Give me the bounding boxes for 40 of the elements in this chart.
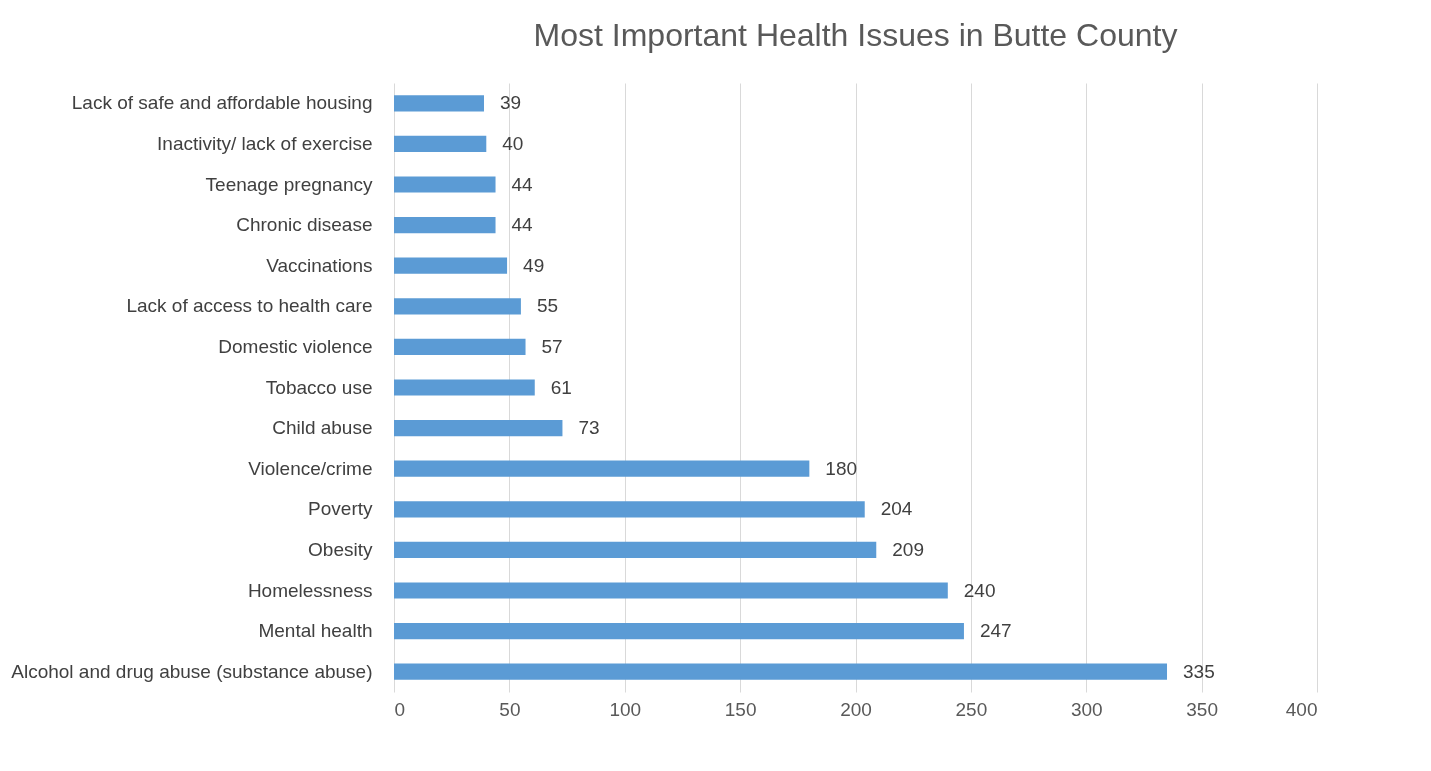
- data-label: 335: [1183, 660, 1215, 682]
- y-tick-label: Tobacco use: [265, 376, 373, 398]
- y-tick-label: Alcohol and drug abuse (substance abuse): [11, 660, 373, 682]
- y-tick-label: Homelessness: [247, 579, 373, 601]
- y-tick-label: Vaccinations: [266, 254, 373, 276]
- x-tick-label: 200: [840, 698, 872, 720]
- data-label: 247: [979, 620, 1012, 642]
- data-label: 39: [499, 92, 522, 114]
- x-tick-label: 150: [724, 698, 757, 720]
- data-label: 61: [550, 376, 572, 398]
- y-tick-label: Lack of access to health care: [126, 295, 373, 317]
- y-tick-label: Domestic violence: [218, 335, 373, 357]
- data-label: 49: [523, 254, 545, 276]
- data-label: 40: [502, 132, 524, 154]
- y-tick-label: Chronic disease: [236, 214, 373, 236]
- y-tick-label: Teenage pregnancy: [205, 173, 373, 195]
- data-label: 209: [892, 538, 924, 560]
- x-tick-label: 50: [499, 698, 521, 720]
- x-tick-label: 300: [1070, 698, 1103, 720]
- x-tick-label: 250: [955, 698, 988, 720]
- y-tick-label: Mental health: [258, 620, 373, 642]
- y-tick-label: Obesity: [308, 538, 373, 560]
- data-label: 44: [511, 214, 534, 236]
- y-tick-label: Inactivity/ lack of exercise: [157, 132, 373, 154]
- data-label: 204: [880, 498, 913, 520]
- data-label: 55: [536, 295, 559, 317]
- data-label: 44: [511, 173, 534, 195]
- data-label: 240: [963, 579, 996, 601]
- y-tick-label: Poverty: [308, 498, 373, 520]
- x-tick-label: 350: [1186, 698, 1218, 720]
- data-label: 73: [578, 417, 600, 439]
- y-tick-label: Lack of safe and affordable housing: [71, 92, 373, 114]
- y-tick-label: Violence/crime: [248, 457, 373, 479]
- y-tick-label: Child abuse: [272, 417, 373, 439]
- x-tick-label: 100: [609, 698, 642, 720]
- data-label: 180: [825, 457, 858, 479]
- x-tick-label: 0: [394, 698, 406, 720]
- chart-title: Most Important Health Issues in Butte County: [533, 17, 1178, 53]
- data-label: 57: [541, 335, 563, 357]
- x-tick-label: 400: [1285, 698, 1318, 720]
